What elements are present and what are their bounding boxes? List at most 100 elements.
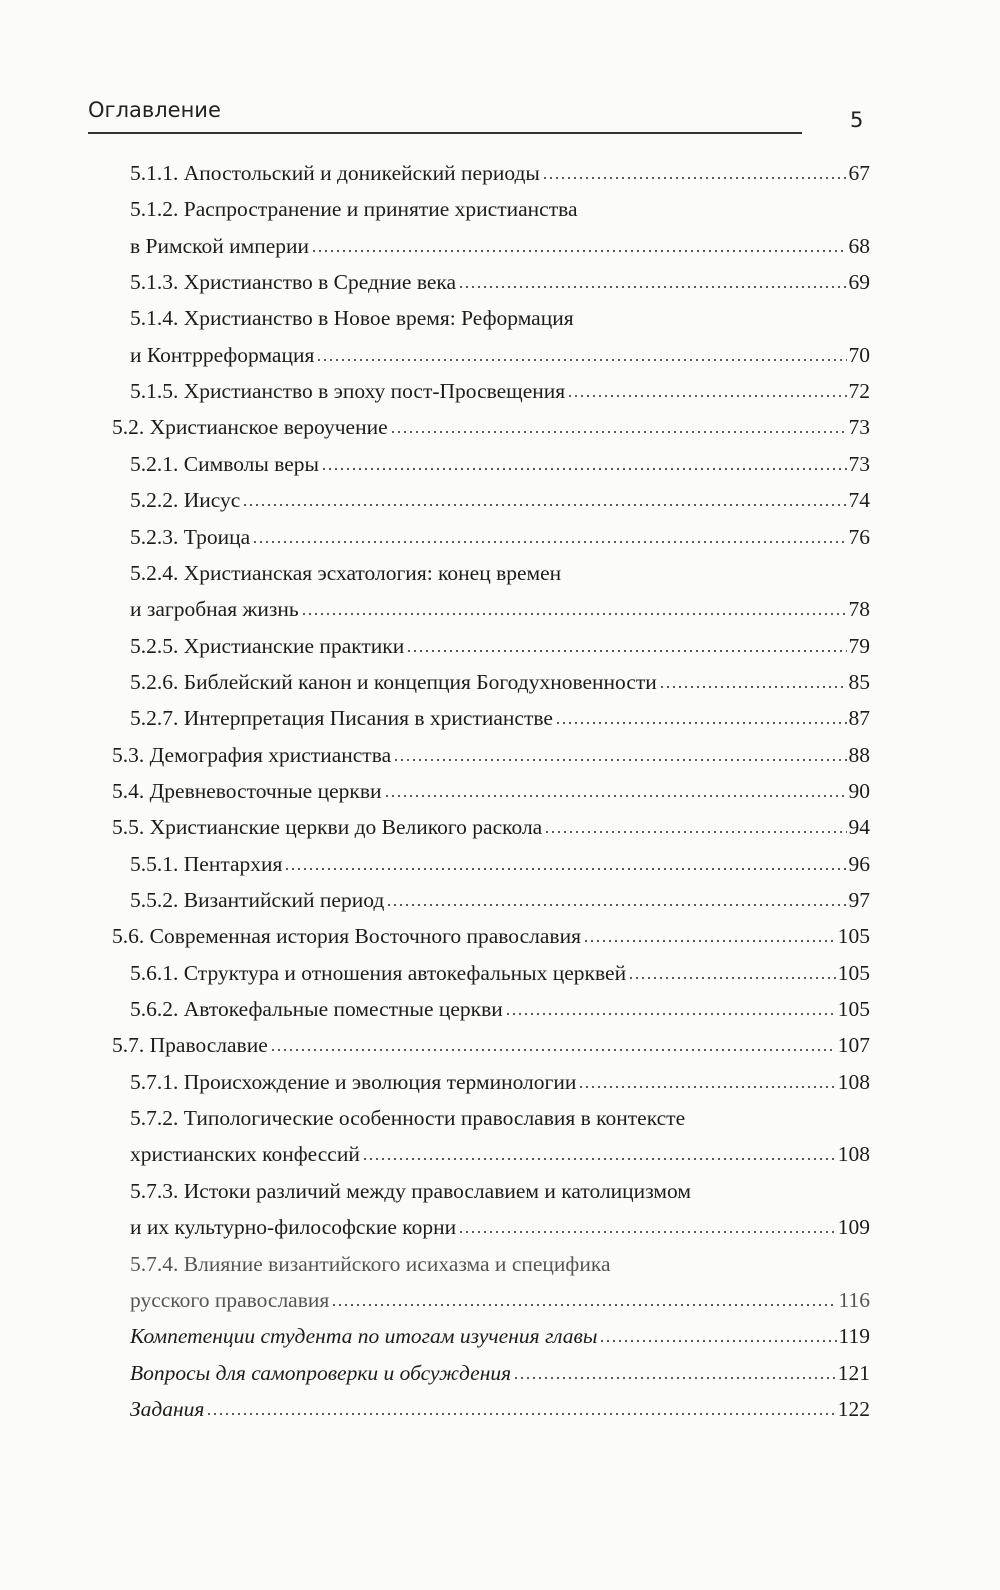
- dot-leader: [544, 830, 847, 835]
- toc-entry-title: 5.2.7. Интерпретация Писания в христианс…: [130, 706, 553, 731]
- toc-entry-title: 5.6.1. Структура и отношения автокефальн…: [130, 960, 627, 985]
- toc-entry-title: 5.7.3. Истоки различий между православие…: [130, 1178, 691, 1203]
- toc-entry-title: 5.2. Христианское вероучение: [112, 415, 388, 440]
- toc-entry: 5.5.1. Пентархия 96: [0, 848, 870, 880]
- dot-leader: [284, 866, 847, 871]
- toc-entry-page: 121: [837, 1360, 870, 1385]
- toc-entry-title: и Контрреформация: [130, 342, 315, 367]
- toc-entry-page: 96: [848, 851, 871, 876]
- toc-entry: 5.2.6. Библейский канон и концепция Бого…: [0, 666, 870, 698]
- dot-leader: [242, 503, 847, 508]
- dot-leader: [361, 1157, 836, 1162]
- dot-leader: [578, 1084, 836, 1089]
- toc-entry-title: 5.7.1. Происхождение и эволюция терминол…: [130, 1069, 577, 1094]
- dot-leader: [513, 1375, 836, 1380]
- toc-entry: 5.5.2. Византийский период 97: [0, 884, 870, 916]
- toc-entry: 5.6.2. Автокефальные поместные церкви 105: [0, 993, 870, 1025]
- toc-entry-page: 76: [848, 524, 871, 549]
- toc-entry-page: 78: [848, 597, 871, 622]
- dot-leader: [628, 975, 836, 980]
- dot-leader: [300, 612, 847, 617]
- header-rule: [88, 132, 802, 134]
- toc-entry-page: 72: [848, 379, 871, 404]
- toc-entry: Компетенции студента по итогам изучения …: [0, 1320, 870, 1352]
- toc-entry-page: 116: [838, 1287, 870, 1312]
- toc-entry-title: и загробная жизнь: [130, 597, 299, 622]
- dot-leader: [206, 1411, 836, 1416]
- toc-entry-page: 69: [848, 270, 871, 295]
- toc-entry-title: 5.5.1. Пентархия: [130, 851, 283, 876]
- toc-entry-page: 108: [837, 1069, 870, 1094]
- toc-entry-title: 5.1.5. Христианство в эпоху пост-Просвещ…: [130, 379, 566, 404]
- toc-entry: 5.6.1. Структура и отношения автокефальн…: [0, 957, 870, 989]
- toc-entry-title: Вопросы для самопроверки и обсуждения: [130, 1360, 512, 1385]
- toc-entry-title: 5.2.2. Иисус: [130, 488, 241, 513]
- dot-leader: [331, 1302, 837, 1307]
- dot-leader: [599, 1339, 837, 1344]
- toc-entry: 5.1.3. Христианство в Средние века 69: [0, 266, 870, 298]
- dot-leader: [658, 684, 847, 689]
- toc-entry-page: 73: [848, 415, 871, 440]
- toc-entry: 5.7.3. Истоки различий между православие…: [0, 1175, 691, 1207]
- toc-entry: 5.1.5. Христианство в эпоху пост-Просвещ…: [0, 375, 870, 407]
- dot-leader: [541, 176, 847, 180]
- toc-entry: 5.2.1. Символы веры 73: [0, 448, 870, 480]
- toc-entry: 5.2.5. Христианские практики 79: [0, 630, 870, 662]
- toc-entry: христианских конфессий 108: [0, 1138, 870, 1170]
- toc-entry-title: 5.7.2. Типологические особенности правос…: [130, 1106, 686, 1131]
- toc-entry-title: 5.2.1. Символы веры: [130, 451, 319, 476]
- toc-entry-page: 88: [848, 742, 871, 767]
- toc-entry-title: 5.1.3. Христианство в Средние века: [130, 270, 457, 295]
- toc-entry: Вопросы для самопроверки и обсуждения 121: [0, 1357, 870, 1389]
- dot-leader: [383, 793, 847, 798]
- toc-entry-page: 85: [848, 669, 871, 694]
- toc-entry: 5.2.4. Христианская эсхатология: конец в…: [0, 557, 561, 589]
- toc-entry-title: Компетенции студента по итогам изучения …: [130, 1324, 598, 1349]
- toc-entry: 5.1.2. Распространение и принятие христи…: [0, 193, 578, 225]
- dot-leader: [386, 903, 847, 907]
- dot-leader: [393, 757, 847, 762]
- toc-entry: 5.7. Православие 107: [0, 1029, 870, 1061]
- toc-entry-page: 105: [837, 960, 870, 985]
- toc-entry-page: 122: [837, 1396, 870, 1421]
- toc-entry-title: 5.2.4. Христианская эсхатология: конец в…: [130, 560, 562, 585]
- toc-entry-page: 107: [837, 1033, 870, 1058]
- toc-entry-title: в Римской империи: [130, 233, 310, 258]
- toc-entry: 5.6. Современная история Восточного прав…: [0, 920, 870, 952]
- dot-leader: [458, 1230, 836, 1235]
- dot-leader: [316, 357, 847, 362]
- toc-entry-page: 68: [848, 233, 871, 258]
- dot-leader: [504, 1012, 836, 1017]
- toc-entry: 5.1.4. Христианство в Новое время: Рефор…: [0, 302, 574, 334]
- toc-entry: русского православия 116: [0, 1284, 870, 1316]
- dot-leader: [321, 466, 847, 471]
- toc-entry-page: 90: [848, 778, 871, 803]
- toc-entry: и их культурно-философские корни 109: [0, 1211, 870, 1243]
- toc-entry: Задания 122: [0, 1393, 870, 1425]
- toc-entry: 5.1.1. Апостольский и доникейский период…: [0, 157, 870, 189]
- dot-leader: [406, 648, 847, 653]
- dot-leader: [252, 539, 847, 544]
- toc-entry-page: 70: [848, 342, 871, 367]
- toc-entry: 5.2.7. Интерпретация Писания в христианс…: [0, 702, 870, 734]
- toc-entry-title: русского православия: [130, 1287, 330, 1312]
- toc-entry-page: 94: [848, 815, 871, 840]
- dot-leader: [389, 430, 847, 435]
- toc-entry-page: 105: [837, 997, 870, 1022]
- toc-entry-title: 5.5.2. Византийский период: [130, 888, 385, 912]
- toc-entry-title: Задания: [130, 1396, 205, 1421]
- toc-entry-page: 105: [837, 924, 870, 949]
- toc-entry: и загробная жизнь 78: [0, 593, 870, 625]
- toc-entry-page: 97: [848, 888, 871, 912]
- toc-entry: 5.7.4. Влияние византийского исихазма и …: [0, 1248, 611, 1280]
- toc-entry-page: 79: [848, 633, 871, 658]
- toc-entry: 5.2.3. Троица 76: [0, 521, 870, 553]
- toc-entry-title: и их культурно-философские корни: [130, 1215, 457, 1240]
- toc-entry-page: 119: [838, 1324, 870, 1349]
- toc-entry: в Римской империи 68: [0, 230, 870, 262]
- toc-entry-page: 109: [837, 1215, 870, 1240]
- toc-entry-title: 5.6. Современная история Восточного прав…: [112, 924, 581, 949]
- toc-entry-title: 5.6.2. Автокефальные поместные церкви: [130, 997, 503, 1022]
- toc-entry-title: 5.2.6. Библейский канон и концепция Бого…: [130, 669, 657, 694]
- toc-entry-title: 5.5. Христианские церкви до Великого рас…: [112, 815, 543, 840]
